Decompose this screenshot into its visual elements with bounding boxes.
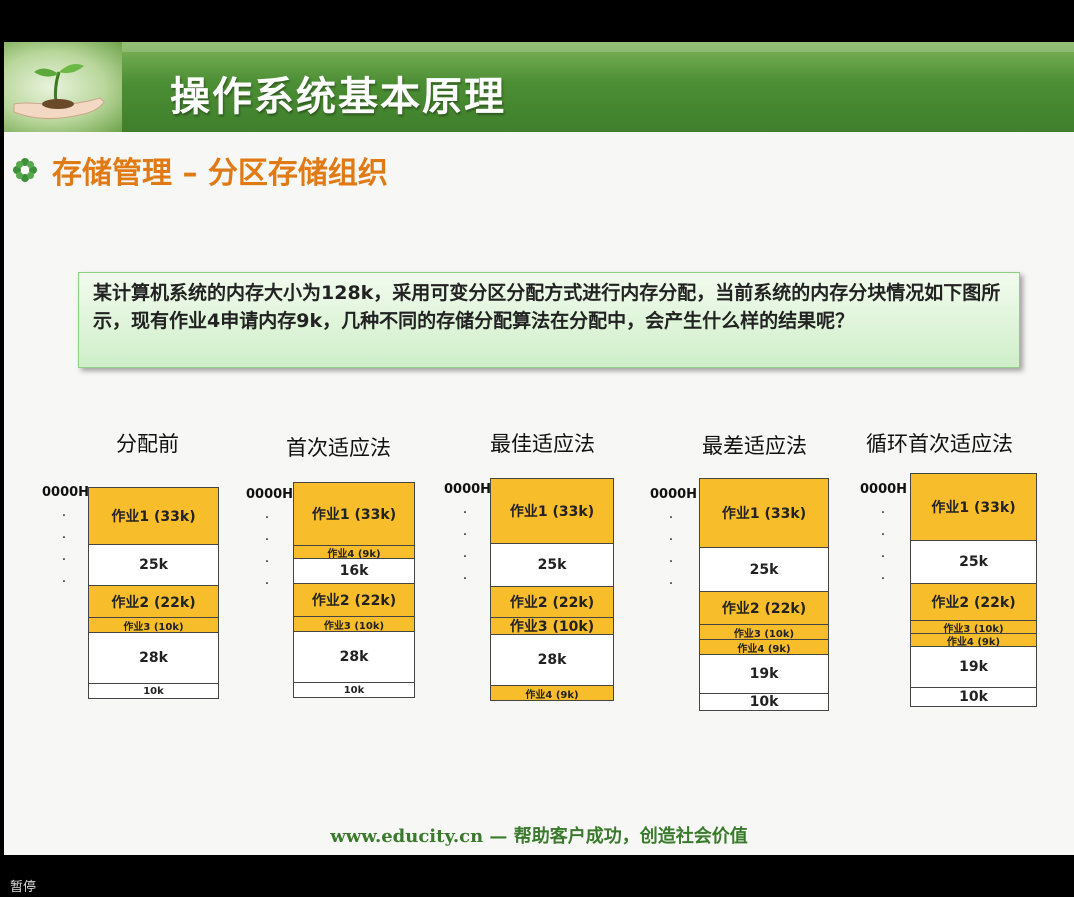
job-block: 作业1 (33k)	[699, 478, 829, 548]
section-subtitle: 存储管理 – 分区存储组织	[52, 156, 388, 191]
memory-stack: 作业1 (33k) 25k 作业2 (22k) 作业3 (10k) 28k 作业4 (9k…	[490, 478, 614, 701]
job-block: 作业4 (9k)	[490, 685, 614, 701]
job-block: 作业4 (9k)	[293, 545, 415, 560]
free-block: 28k	[88, 632, 219, 684]
free-block: 16k	[293, 558, 415, 584]
diagram-title: 最佳适应法	[490, 432, 595, 456]
flower-bullet-icon	[13, 158, 37, 182]
job-block: 作业2 (22k)	[88, 585, 219, 618]
memory-stack: 作业1 (33k) 25k 作业2 (22k) 作业3 (10k) 作业4 (9k) 19…	[910, 473, 1037, 707]
pause-status: 暂停	[10, 880, 37, 895]
job-block: 作业1 (33k)	[910, 473, 1037, 541]
footer-slogan: www.educity.cn — 帮助客户成功，创造社会价值	[330, 826, 748, 847]
subtitle-row: 存储管理 – 分区存储组织	[12, 150, 388, 191]
job-block: 作业1 (33k)	[293, 482, 415, 546]
job-block: 作业1 (33k)	[88, 487, 219, 545]
memory-stack: 作业1 (33k) 作业4 (9k) 16k 作业2 (22k) 作业3 (10k) 28…	[293, 482, 415, 698]
free-block: 25k	[699, 547, 829, 592]
address-ellipsis: · · · ·	[668, 510, 674, 592]
job-block: 作业1 (33k)	[490, 478, 614, 544]
address-ellipsis: · · · ·	[880, 505, 886, 587]
memory-stack: 作业1 (33k) 25k 作业2 (22k) 作业3 (10k) 28k 10k	[88, 487, 219, 699]
slide: 操作系统基本原理 存储管理 – 分区存储组织 某计算机系统的内存大小为128k，…	[4, 42, 1074, 855]
question-box: 某计算机系统的内存大小为128k，采用可变分区分配方式进行内存分配，当前系统的内…	[78, 272, 1020, 368]
free-block: 10k	[88, 683, 219, 699]
address-ellipsis: · · · ·	[264, 510, 270, 592]
slide-header: 操作系统基本原理	[4, 42, 1074, 132]
address-ellipsis: · · · ·	[462, 505, 468, 587]
job-block: 作业4 (9k)	[910, 633, 1037, 648]
free-block: 10k	[910, 687, 1037, 707]
start-address-label: 0000H	[42, 485, 90, 500]
job-block: 作业2 (22k)	[910, 583, 1037, 621]
job-block: 作业3 (10k)	[88, 617, 219, 633]
diagram-title: 循环首次适应法	[866, 432, 1013, 456]
seedling-hands-logo	[4, 42, 122, 132]
start-address-label: 0000H	[444, 482, 492, 497]
free-block: 25k	[490, 543, 614, 587]
free-block: 28k	[293, 631, 415, 683]
diagram-title: 分配前	[116, 432, 179, 456]
header-highlight	[4, 42, 1074, 52]
free-block: 10k	[699, 693, 829, 711]
free-block: 19k	[699, 654, 829, 694]
job-block: 作业3 (10k)	[293, 616, 415, 632]
memory-stack: 作业1 (33k) 25k 作业2 (22k) 作业3 (10k) 作业4 (9k) 19…	[699, 478, 829, 711]
start-address-label: 0000H	[246, 487, 294, 502]
start-address-label: 0000H	[860, 482, 908, 497]
diagram-title: 首次适应法	[286, 436, 391, 460]
free-block: 28k	[490, 634, 614, 686]
diagram-title: 最差适应法	[702, 434, 807, 458]
job-block: 作业3 (10k)	[699, 624, 829, 640]
start-address-label: 0000H	[650, 487, 698, 502]
job-block: 作业2 (22k)	[293, 583, 415, 617]
job-block: 作业2 (22k)	[699, 591, 829, 625]
free-block: 25k	[88, 544, 219, 586]
job-block: 作业3 (10k)	[490, 617, 614, 635]
address-ellipsis: · · · ·	[61, 508, 67, 590]
free-block: 25k	[910, 540, 1037, 584]
job-block: 作业4 (9k)	[699, 639, 829, 655]
free-block: 10k	[293, 682, 415, 698]
job-block: 作业2 (22k)	[490, 586, 614, 618]
free-block: 19k	[910, 646, 1037, 688]
slide-title: 操作系统基本原理	[170, 73, 506, 120]
